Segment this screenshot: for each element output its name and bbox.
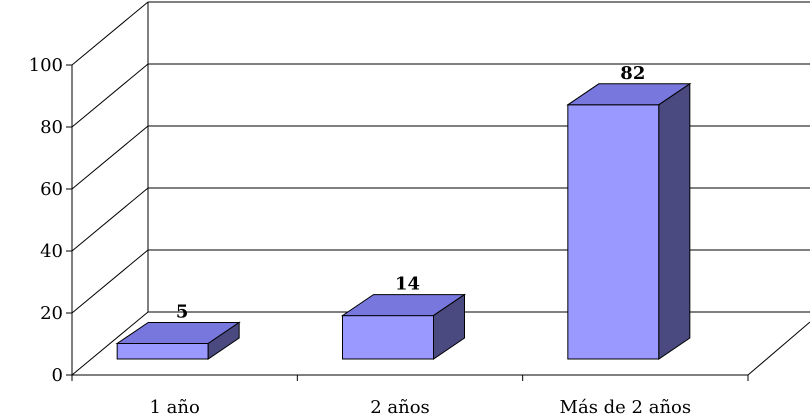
y-tick-label: 80 xyxy=(40,117,63,138)
bar-front-face xyxy=(567,104,660,360)
bar-front-face xyxy=(342,315,434,360)
y-tick-label: 100 xyxy=(29,55,63,76)
gridline-side xyxy=(71,125,149,190)
gridline-side xyxy=(71,187,149,252)
bar xyxy=(566,82,692,360)
floor-right-edge xyxy=(747,321,810,376)
gridline-side xyxy=(71,249,149,314)
bar-front-face xyxy=(116,343,209,360)
x-category-label: 2 años xyxy=(370,397,430,418)
gridline-side xyxy=(71,311,149,376)
x-category-label: 1 año xyxy=(149,397,199,418)
y-tick-label: 0 xyxy=(52,365,63,386)
data-label: 5 xyxy=(176,302,189,323)
y-tick-label: 20 xyxy=(40,303,63,324)
bar-side-face xyxy=(433,293,465,360)
axes xyxy=(66,64,810,381)
gridlines xyxy=(71,1,810,376)
y-tick-label: 60 xyxy=(40,179,63,200)
bar-side-face xyxy=(658,82,691,360)
chart-text: 0 20 40 60 80 100 5 1 año 14 2 años 82 Más de 2 año… xyxy=(29,55,691,418)
bar xyxy=(340,293,467,360)
x-category-label: Más de 2 años xyxy=(560,397,692,418)
gridline-side xyxy=(71,1,149,66)
bar xyxy=(115,321,241,360)
data-label: 14 xyxy=(395,274,420,295)
y-tick-label: 40 xyxy=(40,241,63,262)
bars xyxy=(115,82,692,360)
gridline-side xyxy=(71,63,149,128)
bar-side-face xyxy=(207,321,240,360)
data-label: 82 xyxy=(620,63,645,84)
